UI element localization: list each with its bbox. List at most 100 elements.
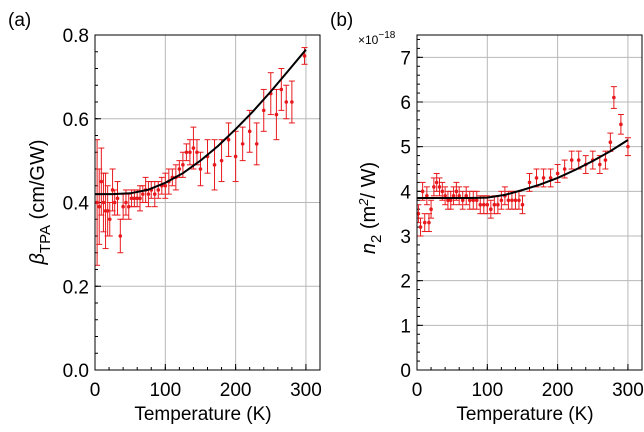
y-tick-label: 0.8 xyxy=(63,26,89,47)
data-point xyxy=(626,144,630,149)
data-point xyxy=(112,200,117,205)
data-point xyxy=(254,142,259,146)
y-tick-label: 0.2 xyxy=(63,277,89,298)
y-label-b-tail: / W) xyxy=(358,162,380,199)
x-tick-label: 100 xyxy=(149,380,181,401)
data-point xyxy=(448,198,453,203)
data-point xyxy=(520,202,525,207)
data-point xyxy=(489,207,493,211)
y-tick-label: 0 xyxy=(400,361,411,382)
data-point xyxy=(506,198,511,203)
data-point xyxy=(427,220,431,225)
y-label-b-main: n xyxy=(358,243,380,254)
data-point xyxy=(534,176,539,180)
panel-label-b: (b) xyxy=(330,10,353,31)
data-point xyxy=(97,204,102,209)
data-point xyxy=(619,122,623,127)
data-point xyxy=(454,189,459,194)
axis-ticks-b: 0 100 200 300 0 1 2 3 4 5 6 7 xyxy=(400,48,643,401)
y-tick-label: 7 xyxy=(400,48,411,69)
data-point xyxy=(440,189,445,194)
data-point xyxy=(105,209,110,213)
multiplier-base: ×10 xyxy=(358,33,379,47)
data-point xyxy=(198,167,203,171)
y-label-a-unit: (cm/GW) xyxy=(27,139,49,225)
data-point xyxy=(101,200,106,205)
data-point xyxy=(569,158,574,162)
fit-curve xyxy=(95,49,307,196)
data-point xyxy=(132,196,137,201)
plot-frame-b xyxy=(416,34,643,371)
data-point xyxy=(437,185,442,189)
data-point xyxy=(499,198,504,203)
data-point xyxy=(418,225,423,229)
data-point xyxy=(95,200,99,205)
y-tick-label: 6 xyxy=(400,93,411,114)
data-point xyxy=(608,140,613,144)
data-point xyxy=(177,167,182,171)
data-point xyxy=(429,207,433,211)
y-tick-label: 1 xyxy=(400,316,411,337)
y-label-a-sub: TPA xyxy=(37,225,54,253)
data-point xyxy=(212,163,217,167)
data-point xyxy=(562,167,567,171)
data-point xyxy=(576,158,581,162)
data-point xyxy=(496,202,500,207)
data-point xyxy=(548,176,553,180)
data-point xyxy=(420,189,425,194)
data-point xyxy=(434,180,439,185)
y-axis-label-b: n2 (m2/ W) xyxy=(356,162,385,254)
y-label-b-sub: 2 xyxy=(368,235,385,243)
fit-curve xyxy=(417,139,629,199)
data-point xyxy=(124,200,128,205)
multiplier-exponent: −18 xyxy=(378,30,395,41)
data-point xyxy=(612,95,616,100)
data-point xyxy=(425,194,429,198)
data-point xyxy=(446,198,450,203)
x-axis-label-b: Temperature (K) xyxy=(456,404,593,425)
data-point xyxy=(555,171,560,176)
x-tick-label: 200 xyxy=(542,380,574,401)
data-point xyxy=(467,198,472,203)
data-point xyxy=(184,150,189,155)
y-tick-label: 0.0 xyxy=(63,361,89,382)
data-point xyxy=(240,142,245,146)
data-point xyxy=(121,204,125,209)
data-point xyxy=(478,202,483,207)
panel-label-a: (a) xyxy=(8,10,31,31)
data-point xyxy=(451,194,456,198)
y-tick-label: 3 xyxy=(400,227,411,248)
data-point xyxy=(191,146,196,150)
data-point xyxy=(138,196,142,201)
data-point xyxy=(527,180,532,185)
plot-frame-a xyxy=(94,34,321,371)
y-tick-label: 2 xyxy=(400,272,411,293)
data-point xyxy=(152,192,157,196)
data-point xyxy=(541,176,546,180)
axis-ticks-a: 0 100 200 300 0.0 0.2 0.4 0.6 0.8 xyxy=(63,26,322,401)
x-tick-label: 300 xyxy=(612,380,644,401)
data-point xyxy=(510,198,514,203)
data-point xyxy=(457,194,461,198)
data-series-b xyxy=(417,86,631,237)
data-point xyxy=(464,194,469,198)
data-point xyxy=(226,137,231,142)
data-point xyxy=(417,211,421,216)
data-point xyxy=(195,150,199,155)
data-point xyxy=(163,183,168,188)
y-label-b-unit: (m xyxy=(358,206,380,235)
data-point xyxy=(422,220,427,225)
data-point xyxy=(513,198,518,203)
y-tick-label: 0.4 xyxy=(63,194,90,215)
data-point xyxy=(156,188,161,192)
x-tick-label: 0 xyxy=(412,380,423,401)
y-tick-label: 4 xyxy=(400,182,411,203)
data-point xyxy=(146,192,151,196)
data-point xyxy=(99,179,104,184)
data-point xyxy=(481,202,486,207)
data-point xyxy=(460,198,465,203)
data-point xyxy=(247,129,252,134)
data-point xyxy=(233,154,238,159)
x-tick-label: 200 xyxy=(220,380,252,401)
